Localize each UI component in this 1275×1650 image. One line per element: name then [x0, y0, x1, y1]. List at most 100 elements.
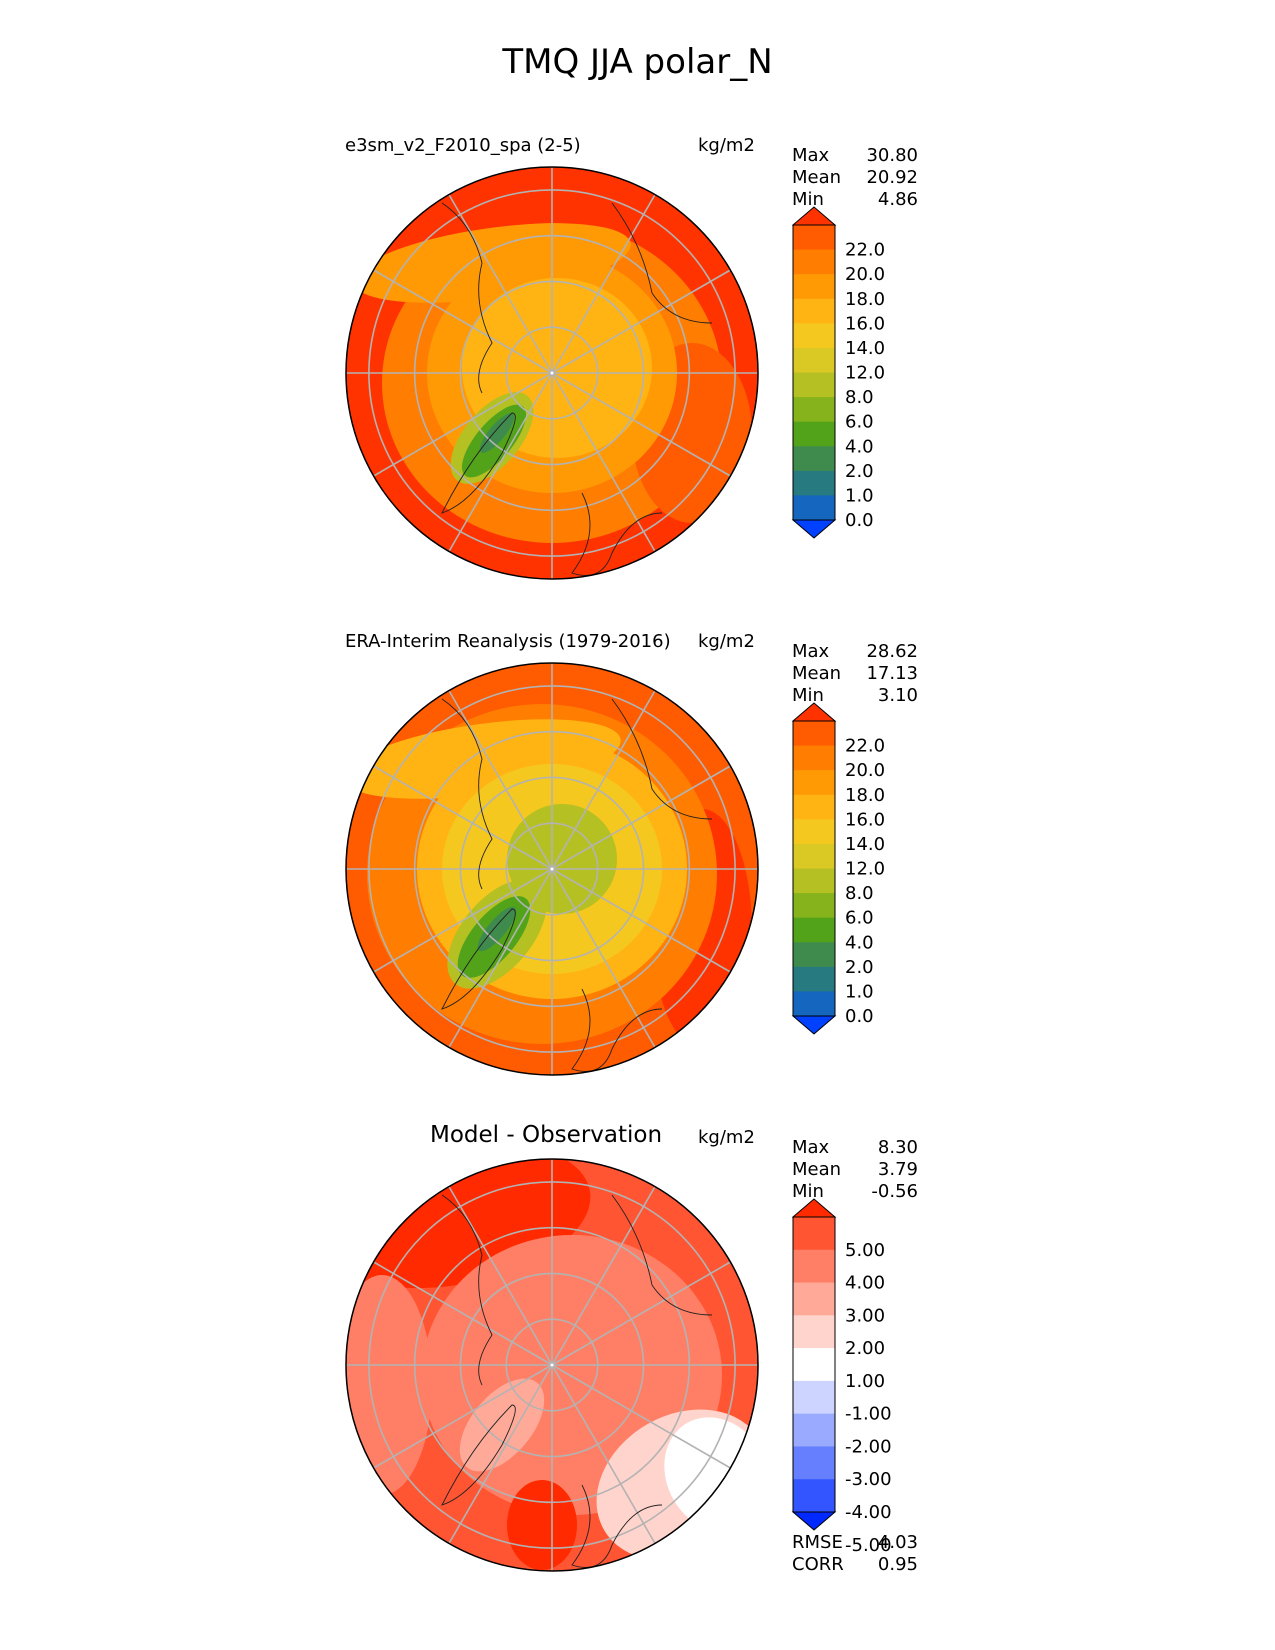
colorbar-tick-label: 14.0: [845, 338, 885, 359]
longitude-line-240: [373, 372, 553, 477]
colorbar-segment: [793, 1380, 835, 1415]
stat-min-label: Min: [792, 189, 824, 210]
colorbar-segment: [793, 298, 835, 324]
corr-value: 0.95: [877, 1554, 918, 1575]
colorbar-segment: [793, 274, 835, 300]
colorbar-extend-bottom: [791, 1015, 837, 1035]
colorbar-tick-label: 12.0: [845, 363, 885, 384]
field-greenland-min: [477, 906, 517, 952]
colorbar-tick-label: 20.0: [845, 264, 885, 285]
colorbar-tick-label: -5.00: [845, 1535, 892, 1556]
greenland-coast: [441, 1404, 516, 1506]
colorbar-tick-label: 8.0: [845, 387, 874, 408]
stat-min-value: -0.56: [871, 1181, 918, 1202]
siberia-coast: [611, 1194, 713, 1316]
colorbar-tick-label: -4.00: [845, 1502, 892, 1523]
colorbar-tick-label: 0.0: [845, 1006, 874, 1027]
stat-max-label: Max: [792, 145, 830, 166]
longitude-line-30: [551, 1186, 656, 1366]
figure-title: TMQ JJA polar_N: [502, 42, 773, 82]
longitude-line-330: [448, 194, 553, 374]
longitude-line-240: [373, 868, 553, 973]
field-layer: [346, 1159, 758, 1571]
map-obs: [345, 662, 759, 1076]
graticule: [346, 167, 758, 579]
panel-units-diff: kg/m2: [698, 1127, 755, 1148]
colorbar-tick-label: 4.0: [845, 436, 874, 457]
stat-mean-value: 17.13: [866, 663, 918, 684]
rmse-label: RMSE: [792, 1532, 843, 1553]
colorbar-tick-label: 12.0: [845, 859, 885, 880]
colorbar-segment: [793, 893, 835, 919]
colorbar-segment: [793, 1282, 835, 1316]
colorbar-segment: [793, 819, 835, 845]
colorbar-segment: [793, 372, 835, 398]
colorbar-tick-label: 1.0: [845, 485, 874, 506]
graticule: [346, 663, 758, 1075]
field-greenland-light: [459, 1378, 545, 1472]
colorbar-tick-label: 1.00: [845, 1371, 885, 1392]
stat-min-value: 3.10: [877, 685, 918, 706]
stat-max-value: 8.30: [877, 1137, 918, 1158]
field-layer: [346, 167, 758, 579]
longitude-line-150: [551, 1364, 656, 1544]
colorbar-segment: [793, 1413, 835, 1447]
stat-max-value: 30.80: [866, 145, 918, 166]
stat-mean-label: Mean: [792, 663, 842, 684]
colorbar-tick-label: 2.0: [845, 957, 874, 978]
colorbar-segment: [793, 770, 835, 796]
stat-mean-label: Mean: [792, 167, 842, 188]
colorbar-segment: [793, 495, 835, 521]
stat-max-value: 28.62: [866, 641, 918, 662]
colorbar-frame: [792, 224, 836, 521]
colorbar-segment: [793, 1217, 835, 1251]
longitude-line-300: [373, 1261, 553, 1366]
panel-units-obs: kg/m2: [698, 631, 755, 652]
stat-mean-label: Mean: [792, 1159, 842, 1180]
longitude-line-30: [551, 690, 656, 870]
pole-marker: [550, 867, 554, 871]
colorbar-segment: [793, 745, 835, 771]
graticule: [346, 1159, 758, 1571]
colorbar-obs: 22.0 20.0 18.0 16.0 14.0 12.0 8.0 6.0 4.0 2.0 1.0 0…: [791, 702, 885, 1035]
colorbar-segment: [793, 991, 835, 1017]
colorbar-tick-label: 22.0: [845, 240, 885, 261]
map-diff: [345, 1158, 759, 1572]
colorbar-segment: [793, 721, 835, 747]
longitude-line-330: [448, 1186, 553, 1366]
colorbar-tick-label: 8.0: [845, 883, 874, 904]
colorbar-tick-label: 4.0: [845, 932, 874, 953]
field-greenland-min: [479, 413, 515, 453]
longitude-line-240: [373, 1364, 553, 1469]
panel-title-obs: ERA-Interim Reanalysis (1979-2016): [345, 631, 671, 652]
pole-marker: [550, 1363, 554, 1367]
colorbar-extend-top: [791, 702, 837, 722]
stat-mean-value: 20.92: [866, 167, 918, 188]
colorbar-tick-label: 5.00: [845, 1240, 885, 1261]
rmse-value: 4.03: [877, 1532, 918, 1553]
colorbar-segment: [793, 1479, 835, 1513]
longitude-line-60: [551, 765, 731, 870]
colorbar-tick-label: 18.0: [845, 289, 885, 310]
siberia-coast: [611, 202, 713, 324]
longitude-line-300: [373, 269, 553, 374]
longitude-line-210: [448, 372, 553, 552]
panel-title-diff: Model - Observation: [430, 1122, 663, 1148]
longitude-line-120: [551, 372, 731, 477]
colorbar-tick-label: 3.00: [845, 1305, 885, 1326]
colorbar-segment: [793, 323, 835, 349]
colorbar-tick-label: 16.0: [845, 313, 885, 334]
longitude-line-150: [551, 868, 656, 1048]
colorbar-extend-top: [791, 206, 837, 226]
colorbar-tick-label: 6.0: [845, 908, 874, 929]
colorbar-segment: [793, 794, 835, 820]
colorbar-extend-bottom: [791, 1511, 837, 1531]
canada-coast: [441, 698, 493, 890]
stat-min-label: Min: [792, 685, 824, 706]
colorbar-tick-label: -3.00: [845, 1469, 892, 1490]
canada-coast: [441, 1194, 493, 1386]
colorbar-tick-label: -2.00: [845, 1436, 892, 1457]
canada-coast: [441, 202, 493, 394]
siberia-coast: [611, 698, 713, 820]
